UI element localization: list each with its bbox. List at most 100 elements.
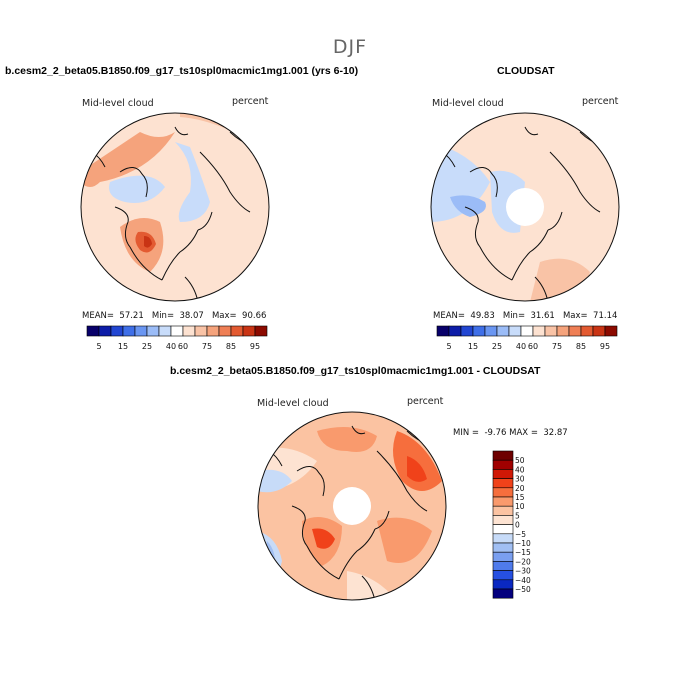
panel-2-min-value: 31.61 xyxy=(530,311,555,321)
colorbar-2-swatch xyxy=(544,325,558,337)
map-3-high-core-a xyxy=(407,456,427,482)
map-1-peak-core xyxy=(144,236,152,248)
panel-1-stats: MEAN= 57.21 Min= 38.07 Max= 90.66 xyxy=(82,311,267,321)
colorbar-1-tick-label: 95 xyxy=(250,342,260,351)
colorbar-3-swatch xyxy=(492,487,514,498)
panel-3-max-value: 32.87 xyxy=(543,428,568,438)
panel-3-map xyxy=(257,411,447,601)
colorbar-1-swatch xyxy=(122,325,136,337)
colorbar-2-tick-label: 95 xyxy=(600,342,610,351)
colorbar-2-swatch xyxy=(592,325,606,337)
colorbar-2-swatch xyxy=(580,325,594,337)
colorbar-2-swatch xyxy=(556,325,570,337)
colorbar-2-swatch xyxy=(448,325,462,337)
colorbar-2-swatch xyxy=(532,325,546,337)
colorbar-1-swatch xyxy=(230,325,244,337)
colorbar-3-tick-label: −50 xyxy=(515,585,531,594)
colorbar-3-tick-label: 15 xyxy=(515,493,525,502)
panel-2-title: CLOUDSAT xyxy=(497,65,555,77)
colorbar-2-tick-label: 60 xyxy=(528,342,538,351)
colorbar-2-swatch xyxy=(520,325,534,337)
panel-3-min-value: -9.76 xyxy=(484,428,507,438)
colorbar-2-swatch xyxy=(508,325,522,337)
colorbar-2-swatch xyxy=(472,325,486,337)
colorbar-3-swatch xyxy=(492,542,514,553)
colorbar-3-tick-label: −5 xyxy=(515,530,526,539)
map-3-peak-region xyxy=(312,528,335,549)
map-3-border xyxy=(257,411,447,601)
panel-2-mean-value: 49.83 xyxy=(470,311,495,321)
colorbar-2-tick-label: 75 xyxy=(552,342,562,351)
colorbar-1-swatch xyxy=(206,325,220,337)
panel-2-max-value: 71.14 xyxy=(593,311,618,321)
map-2-pole-hole xyxy=(506,188,544,226)
panel-2-map xyxy=(430,112,620,302)
colorbar-3-swatch xyxy=(492,551,514,562)
map-3-negative-region-a xyxy=(258,469,292,493)
colorbar-3-tick-label: 20 xyxy=(515,484,525,493)
colorbar-1-tick-label: 25 xyxy=(142,342,152,351)
panel-1-units-label: percent xyxy=(232,96,269,107)
panel-1-colorbar: 5 15 25 40 60 75 85 95 xyxy=(86,325,268,351)
colorbar-2-swatch xyxy=(496,325,510,337)
panel-1-min-value: 38.07 xyxy=(179,311,204,321)
colorbar-1-tick-label: 85 xyxy=(226,342,236,351)
colorbar-3-tick-label: 5 xyxy=(515,511,520,520)
colorbar-2-tick-label: 5 xyxy=(446,342,451,351)
colorbar-2-tick-label: 25 xyxy=(492,342,502,351)
panel-3-title: b.cesm2_2_beta05.B1850.f09_g17_ts10spl0m… xyxy=(170,365,541,377)
colorbar-3-swatch xyxy=(492,561,514,571)
colorbar-2-swatch xyxy=(484,325,498,337)
colorbar-3-tick-label: 10 xyxy=(515,502,525,511)
colorbar-1-tick-label: 15 xyxy=(118,342,128,351)
colorbar-3-tick-label: 40 xyxy=(515,465,525,474)
colorbar-1-swatch xyxy=(86,325,100,337)
colorbar-3-swatch xyxy=(492,450,514,461)
season-title: DJF xyxy=(332,36,368,58)
panel-1-max-value: 90.66 xyxy=(242,311,267,321)
map-3-pole-hole xyxy=(333,487,371,525)
colorbar-2-swatch xyxy=(460,325,474,337)
colorbar-3-tick-label: −40 xyxy=(515,576,531,585)
colorbar-3-tick-label: 0 xyxy=(515,521,520,530)
colorbar-1-tick-label: 60 xyxy=(178,342,188,351)
colorbar-1-swatch xyxy=(110,325,124,337)
colorbar-3-swatch xyxy=(492,478,514,489)
map-1-high-region xyxy=(81,113,175,187)
map-3-mid-region-b xyxy=(377,517,432,563)
map-1-low-region-a xyxy=(109,175,165,203)
panel-2-variable-label: Mid-level cloud xyxy=(432,98,504,109)
panel-1-title: b.cesm2_2_beta05.B1850.f09_g17_ts10spl0m… xyxy=(5,65,359,77)
colorbar-3-swatch xyxy=(492,505,514,516)
panel-2-stats: MEAN= 49.83 Min= 31.61 Max= 71.14 xyxy=(433,311,618,321)
colorbar-1-swatch xyxy=(194,325,208,337)
colorbar-3-swatch xyxy=(492,469,514,479)
panel-3-stats: MIN = -9.76 MAX = 32.87 xyxy=(453,428,568,438)
panel-1-map xyxy=(80,112,270,302)
map-2-border xyxy=(430,112,620,302)
colorbar-1-swatch xyxy=(98,325,112,337)
map-2-low-region-b xyxy=(450,195,486,217)
colorbar-2-tick-label: 40 xyxy=(516,342,526,351)
colorbar-3-swatch xyxy=(492,533,514,544)
colorbar-1-swatch xyxy=(182,325,196,337)
colorbar-1-swatch xyxy=(218,325,232,337)
map-1-low-region-b xyxy=(175,142,210,222)
panel-3-units-label: percent xyxy=(407,396,444,407)
map-3-high-region-a xyxy=(393,431,442,491)
map-3-light-region-b xyxy=(347,571,397,600)
colorbar-1-swatch xyxy=(146,325,160,337)
colorbar-2-swatch xyxy=(436,325,450,337)
colorbar-3-swatch xyxy=(492,588,514,599)
colorbar-3-tick-label: −10 xyxy=(515,539,531,548)
panel-1-variable-label: Mid-level cloud xyxy=(82,98,154,109)
colorbar-3-swatch xyxy=(492,459,514,470)
map-1-border xyxy=(80,112,270,302)
panel-2-colorbar: 5 15 25 40 60 75 85 95 xyxy=(436,325,618,351)
colorbar-3-swatch xyxy=(492,515,514,525)
colorbar-3-tick-label: −20 xyxy=(515,557,531,566)
panel-1-mean-value: 57.21 xyxy=(119,311,144,321)
colorbar-1-swatch xyxy=(170,325,184,337)
colorbar-3-tick-label: 50 xyxy=(515,456,525,465)
colorbar-3-tick-label: 30 xyxy=(515,475,525,484)
